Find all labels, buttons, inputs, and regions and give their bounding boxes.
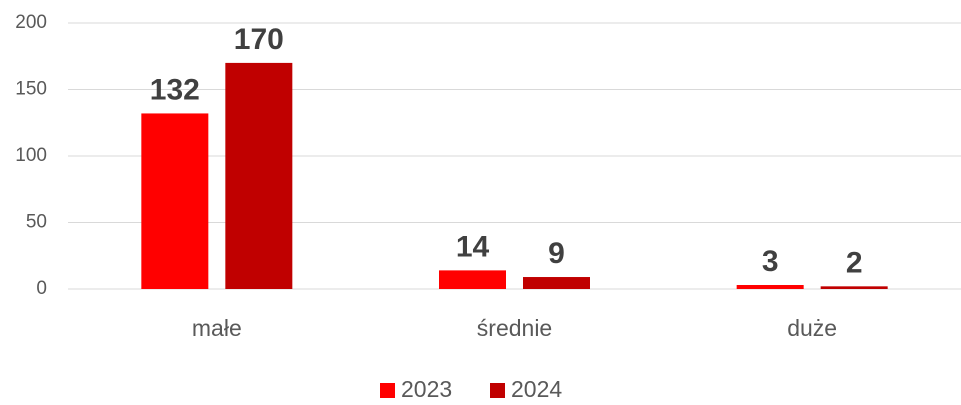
x-tick-label: duże [787,315,837,341]
x-tick-label: średnie [477,315,552,341]
legend-swatch [490,383,505,398]
legend-label: 2024 [511,376,562,402]
x-tick-label: małe [192,315,242,341]
bar [523,277,590,289]
data-label: 14 [456,230,490,263]
legend-swatch [380,383,395,398]
bar [225,62,293,290]
y-tick-label: 100 [15,145,47,166]
bar [736,285,804,289]
data-label: 9 [548,237,565,270]
bar [820,286,888,289]
data-label: 2 [846,246,863,279]
data-label: 132 [150,73,200,106]
data-label: 170 [234,23,284,56]
y-tick-label: 50 [26,212,47,233]
bar [439,270,506,289]
bar [141,113,209,289]
y-tick-label: 0 [36,278,47,299]
y-tick-label: 200 [15,12,47,33]
y-tick-label: 150 [15,79,47,100]
legend-label: 2023 [401,376,452,402]
data-label: 3 [762,245,779,278]
